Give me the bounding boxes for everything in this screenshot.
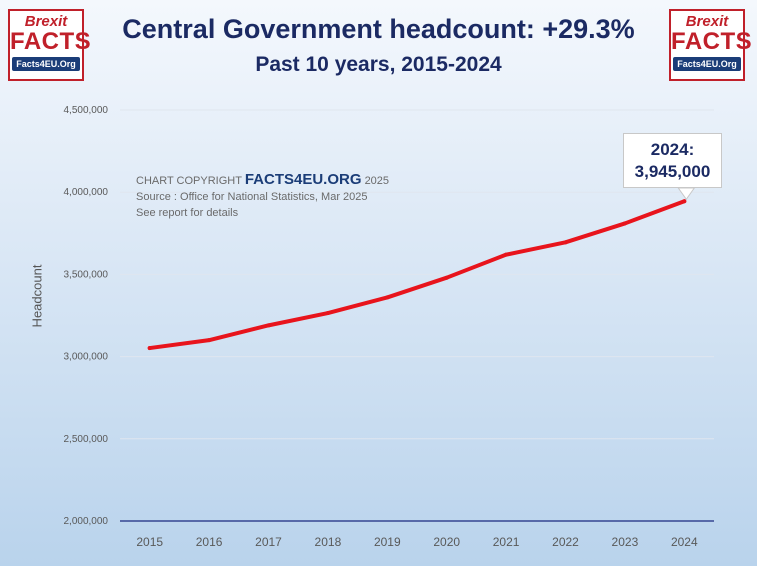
logo-line1: Brexit — [24, 13, 68, 30]
series-line — [147, 199, 687, 351]
copyright-block: CHART COPYRIGHT FACTS4EU.ORG 2025 Source… — [136, 172, 389, 221]
x-tick-label: 2019 — [374, 535, 401, 549]
x-tick-label: 2024 — [671, 535, 698, 549]
x-tick-label: 2023 — [612, 535, 639, 549]
x-tick-label: 2017 — [255, 535, 282, 549]
y-tick-label: 2,500,000 — [64, 434, 109, 445]
logo-line2: FACTS — [10, 28, 92, 55]
x-tick-label: 2016 — [196, 535, 223, 549]
chart-subtitle: Past 10 years, 2015-2024 — [255, 53, 502, 76]
data-point — [266, 323, 271, 328]
copyright-brand: FACTS4EU.ORG — [244, 171, 362, 188]
callout-label: 2024: — [650, 140, 695, 159]
brexit-facts-logo-left: Brexit FACTS Facts4EU.Org — [8, 9, 92, 81]
copyright-prefix: CHART COPYRIGHT — [136, 175, 242, 187]
data-point — [444, 275, 449, 280]
x-tick-label: 2018 — [315, 535, 342, 549]
x-tick-label: 2015 — [136, 535, 163, 549]
y-tick-label: 3,500,000 — [64, 269, 109, 280]
callout-pointer — [677, 187, 696, 201]
details-note: See report for details — [136, 207, 239, 219]
x-tick-label: 2020 — [433, 535, 460, 549]
data-point — [682, 199, 687, 204]
logo-line1: Brexit — [685, 13, 729, 30]
logo-line3: Facts4EU.Org — [673, 57, 741, 71]
data-point — [147, 346, 152, 351]
logo-line3: Facts4EU.Org — [12, 57, 80, 71]
chart-title: Central Government headcount: +29.3% — [122, 14, 635, 44]
data-point — [504, 252, 509, 257]
x-tick-label: 2021 — [493, 535, 520, 549]
value-callout: 2024: 3,945,000 — [623, 133, 722, 188]
brexit-facts-logo-right: Brexit FACTS Facts4EU.Org — [669, 9, 753, 81]
logo-line2: FACTS — [671, 28, 753, 55]
x-tick-label: 2022 — [552, 535, 579, 549]
y-tick-label: 3,000,000 — [64, 352, 109, 363]
data-point — [325, 311, 330, 316]
y-tick-label: 2,000,000 — [64, 516, 109, 527]
source-note: Source : Office for National Statistics,… — [136, 191, 368, 203]
data-point — [622, 221, 627, 226]
y-axis-label: Headcount — [29, 264, 45, 328]
data-point — [207, 338, 212, 343]
callout-value: 3,945,000 — [634, 162, 711, 181]
copyright-year: 2025 — [364, 175, 390, 187]
data-point — [563, 240, 568, 245]
y-tick-label: 4,500,000 — [64, 105, 109, 116]
data-point — [385, 295, 390, 300]
y-tick-label: 4,000,000 — [64, 187, 109, 198]
